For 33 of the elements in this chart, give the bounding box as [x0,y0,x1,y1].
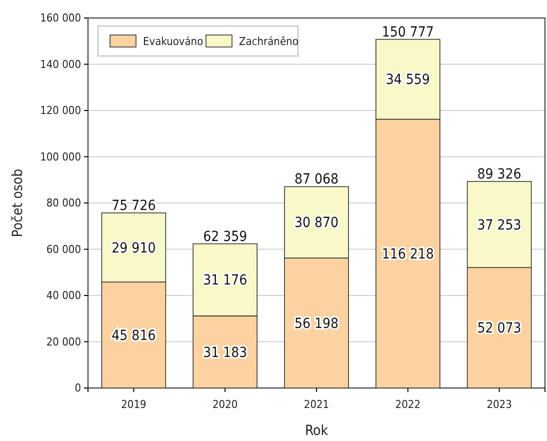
total-label: 87 068 [294,172,339,188]
total-label: 75 726 [112,198,156,214]
x-tick-label: 2022 [395,398,420,412]
y-tick-label: 80 000 [46,196,81,210]
y-axis-title: Počet osob [10,168,26,238]
x-axis-title: Rok [304,423,329,439]
y-tick-label: 20 000 [46,335,81,348]
legend-label: Zachráněno [239,34,298,48]
total-label: 89 326 [477,166,522,182]
total-label: 150 777 [382,24,434,40]
total-label: 62 359 [203,228,248,245]
x-tick-label: 2021 [304,398,330,412]
data-label: 45 816 [112,328,156,344]
y-tick-label: 100 000 [40,150,81,164]
data-label: 29 910 [112,240,156,256]
x-tick-label: 2020 [212,398,238,412]
y-tick-label: 0 [74,382,81,395]
data-label: 31 183 [203,344,248,361]
y-tick-label: 140 000 [40,58,81,71]
y-tick-label: 160 000 [40,12,81,25]
data-label: 30 870 [294,215,339,232]
data-label: 37 253 [477,217,522,234]
data-label: 116 218 [382,246,434,263]
y-tick-label: 120 000 [40,104,81,118]
data-label: 52 073 [477,320,522,337]
data-label: 56 198 [294,316,339,332]
x-tick-label: 2023 [486,398,512,412]
y-tick-label: 40 000 [46,289,81,302]
legend-label: Evakuováno [143,34,204,48]
data-label: 31 176 [203,272,248,289]
y-tick-label: 60 000 [46,242,81,256]
x-tick-label: 2019 [121,398,146,412]
data-label: 34 559 [386,72,430,88]
